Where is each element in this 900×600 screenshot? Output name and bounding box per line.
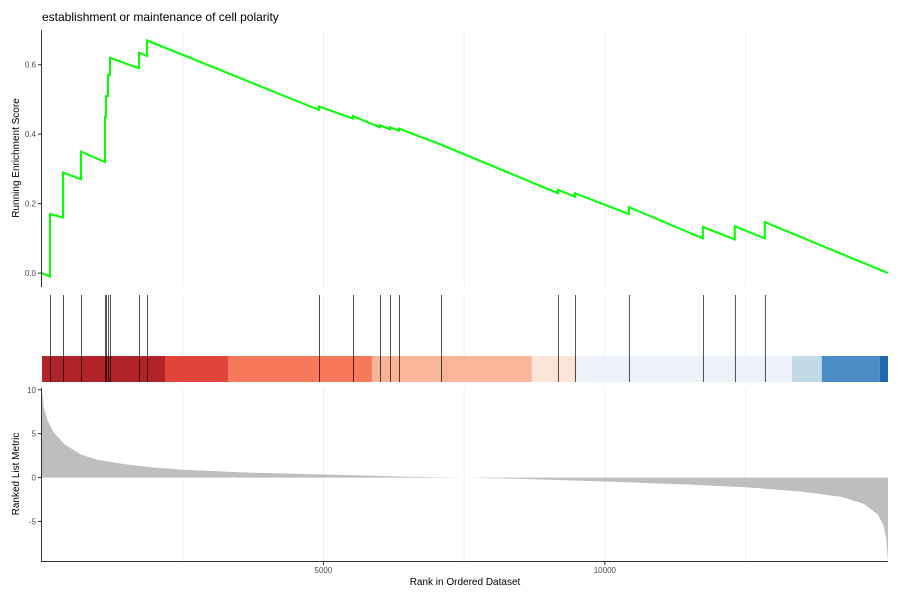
color-band — [531, 356, 577, 382]
running-es-line — [41, 38, 889, 279]
color-band — [164, 356, 228, 382]
color-band — [576, 356, 792, 382]
x-tick-label: 5000 — [315, 566, 333, 575]
metric-y-tick-label: 0 — [32, 474, 37, 483]
metric-y-tick-label: 5 — [32, 430, 37, 439]
color-bands — [42, 356, 888, 382]
color-band — [821, 356, 880, 382]
metric-y-label: Ranked List Metric — [11, 433, 22, 516]
es-y-tick-label: 0.6 — [25, 61, 37, 70]
color-band — [371, 356, 532, 382]
color-band — [42, 356, 165, 382]
color-band — [227, 356, 372, 382]
ranked-metric-area — [42, 389, 888, 561]
es-y-label: Running Enrichment Score — [11, 98, 22, 218]
x-label: Rank in Ordered Dataset — [410, 577, 521, 588]
color-band — [791, 356, 822, 382]
metric-y-tick-label: 10 — [27, 386, 36, 395]
es-y-tick-label: 0.4 — [25, 130, 37, 139]
chart-title: establishment or maintenance of cell pol… — [42, 10, 279, 24]
metric-y-tick-label: -5 — [29, 517, 37, 526]
es-y-tick-label: 0.2 — [25, 200, 37, 209]
x-tick-label: 10000 — [594, 566, 617, 575]
gene-hits — [50, 295, 766, 382]
es-y-tick-label: 0.0 — [25, 269, 37, 278]
color-band — [879, 356, 888, 382]
axis-ticks: 0.0 0.2 0.4 0.6 10 5 0 -5 5000 10000 — [25, 61, 617, 575]
